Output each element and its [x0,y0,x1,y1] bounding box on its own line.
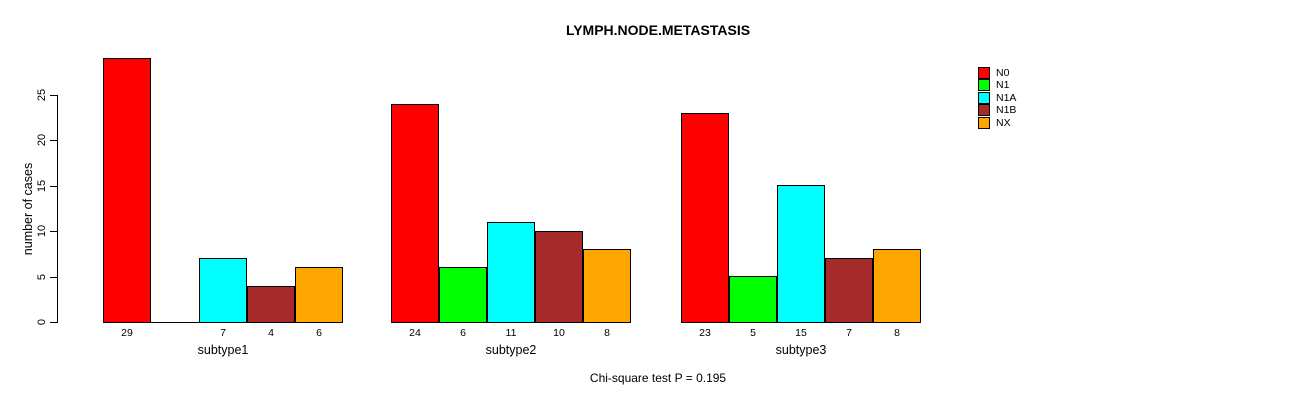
bar-n1-subtype3 [729,276,777,323]
y-axis-tick-label: 25 [36,88,48,102]
bar-value-label: 5 [750,327,756,339]
chi-square-annotation: Chi-square test P = 0.195 [589,371,727,385]
y-axis-tick-label: 0 [36,318,48,326]
y-axis-tick [50,231,57,232]
bar-n1b-subtype2 [535,231,583,323]
category-label-subtype1: subtype1 [197,343,249,357]
y-axis-tick [50,322,57,323]
y-axis-line [57,95,58,323]
category-label-subtype2: subtype2 [485,343,537,357]
category-label-subtype3: subtype3 [775,343,827,357]
legend-swatch-n0 [978,67,990,79]
bar-n1b-subtype3 [825,258,873,323]
y-axis-tick-label: 5 [36,273,48,281]
y-axis-tick [50,277,57,278]
bar-nx-subtype2 [583,249,631,323]
chart-title: LYMPH.NODE.METASTASIS [565,22,751,38]
y-axis-tick-label: 15 [36,179,48,193]
legend-swatch-n1b [978,104,990,116]
bar-value-label: 8 [604,327,610,339]
y-axis-tick-label: 10 [36,224,48,238]
legend-swatch-n1 [978,79,990,91]
bar-value-label: 15 [795,327,807,339]
bar-n0-subtype2 [391,104,439,323]
bar-value-label: 8 [894,327,900,339]
bar-value-label: 7 [220,327,226,339]
bar-n1a-subtype1 [199,258,247,323]
y-axis-tick [50,140,57,141]
legend-swatch-nx [978,117,990,129]
bar-n1b-subtype1 [247,286,295,323]
bar-value-label: 29 [121,327,133,339]
bar-value-label: 6 [460,327,466,339]
y-axis-label: number of cases [21,162,35,256]
y-axis-tick [50,186,57,187]
bar-n1-subtype1-zero [151,322,199,323]
legend-label: N1B [996,104,1017,116]
legend-label: N1A [996,92,1017,104]
bar-n1a-subtype3 [777,185,825,323]
bar-nx-subtype3 [873,249,921,323]
bar-value-label: 10 [553,327,565,339]
bar-nx-subtype1 [295,267,343,323]
bar-value-label: 4 [268,327,274,339]
legend-swatch-n1a [978,92,990,104]
y-axis-tick [50,95,57,96]
bar-value-label: 7 [846,327,852,339]
bar-value-label: 24 [409,327,421,339]
bar-value-label: 11 [505,327,517,339]
bar-value-label: 6 [316,327,322,339]
bar-n0-subtype3 [681,113,729,323]
bar-n1a-subtype2 [487,222,535,323]
y-axis-tick-label: 20 [36,133,48,147]
legend-label: NX [996,117,1011,129]
bar-n1-subtype2 [439,267,487,323]
legend-label: N1 [996,79,1010,91]
bar-value-label: 23 [699,327,711,339]
legend-label: N0 [996,67,1010,79]
bar-n0-subtype1 [103,58,151,323]
